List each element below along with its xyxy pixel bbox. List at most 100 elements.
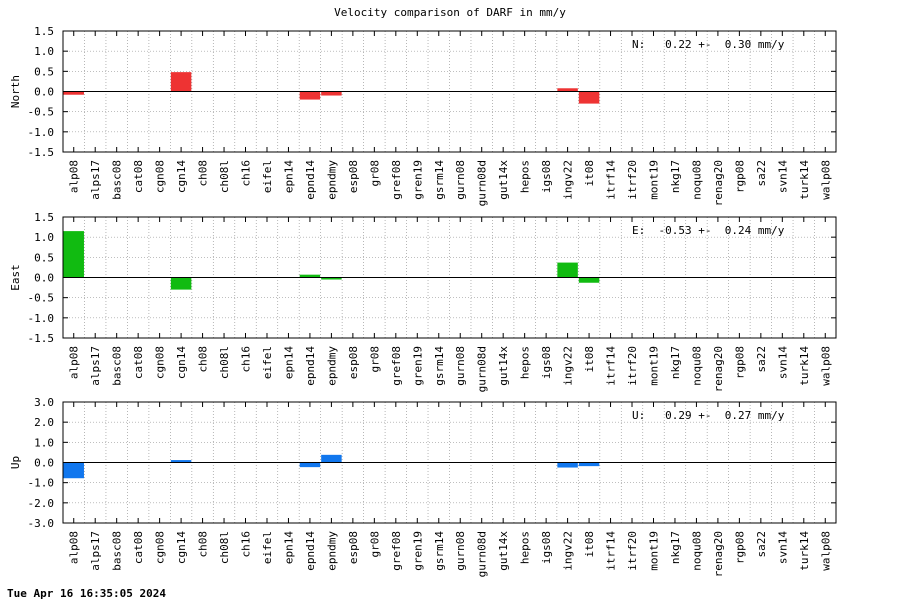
x-tick-label: basc08 xyxy=(111,531,124,571)
x-tick-label: gsrm14 xyxy=(433,531,446,571)
bar-east-epndmy xyxy=(321,277,342,280)
bar-up-ingv22 xyxy=(557,462,578,468)
timestamp: Tue Apr 16 16:35:05 2024 xyxy=(7,587,166,600)
bar-up-cgn14 xyxy=(170,460,192,463)
x-tick-label: epnd14 xyxy=(304,346,317,386)
x-tick-label: renag20 xyxy=(712,531,725,577)
x-tick-label: eifel xyxy=(261,346,274,379)
x-tick-label: gref08 xyxy=(390,160,403,200)
x-tick-label: sa22 xyxy=(755,346,768,373)
x-tick-label: ch16 xyxy=(240,346,253,373)
x-tick-label: rgp08 xyxy=(733,531,746,564)
y-tick-label: 1.5 xyxy=(34,25,54,38)
x-tick-label: cgn08 xyxy=(154,531,167,564)
x-tick-label: alps17 xyxy=(89,531,102,571)
x-tick-label: ch08 xyxy=(197,160,210,187)
x-tick-label: gurn08 xyxy=(454,160,467,200)
x-tick-label: nkg17 xyxy=(669,160,682,193)
bar-north-epndmy xyxy=(321,91,342,96)
x-tick-label: itrf20 xyxy=(626,346,639,386)
x-tick-label: gurn08d xyxy=(476,531,489,577)
y-tick-label: -0.5 xyxy=(28,292,55,305)
y-axis-label: North xyxy=(9,75,22,108)
x-tick-label: gr08 xyxy=(368,531,381,558)
x-tick-label: sa22 xyxy=(755,160,768,187)
y-tick-label: 1.0 xyxy=(34,436,54,449)
x-tick-label: cgn08 xyxy=(154,346,167,379)
bar-north-epnd14 xyxy=(299,91,321,100)
x-tick-label: ch08l xyxy=(218,346,231,379)
x-tick-label: igs08 xyxy=(540,531,553,564)
bar-north-ingv22 xyxy=(557,88,578,92)
x-tick-label: alps17 xyxy=(89,160,102,200)
x-tick-label: gurn08 xyxy=(454,531,467,571)
x-tick-label: basc08 xyxy=(111,346,124,386)
x-tick-label: gref08 xyxy=(390,531,403,571)
x-tick-label: hepos xyxy=(519,531,532,564)
x-tick-label: mont19 xyxy=(647,160,660,200)
y-tick-label: 0.5 xyxy=(34,251,54,264)
x-tick-label: ch16 xyxy=(240,160,253,187)
x-tick-label: gurn08 xyxy=(454,346,467,386)
x-tick-label: gut14x xyxy=(497,346,510,386)
plot-frame xyxy=(62,30,837,153)
x-tick-label: alp08 xyxy=(68,346,81,379)
x-tick-label: epn14 xyxy=(282,531,295,564)
x-tick-label: gren19 xyxy=(411,531,424,571)
x-tick-label: hepos xyxy=(519,346,532,379)
bar-east-ingv22 xyxy=(557,262,578,278)
x-tick-label: cgn14 xyxy=(175,160,188,193)
x-tick-label: itrf20 xyxy=(626,160,639,200)
x-tick-label: noqu08 xyxy=(690,160,703,200)
x-tick-label: itrf20 xyxy=(626,531,639,571)
y-tick-label: -2.0 xyxy=(28,497,55,510)
x-tick-label: igs08 xyxy=(540,346,553,379)
bar-up-epnd14 xyxy=(299,462,321,468)
x-tick-label: walp08 xyxy=(819,160,832,200)
x-tick-label: turk14 xyxy=(798,531,811,571)
x-tick-label: gut14x xyxy=(497,531,510,571)
x-tick-label: it08 xyxy=(583,531,596,558)
x-tick-label: gref08 xyxy=(390,346,403,386)
x-tick-label: cat08 xyxy=(132,160,145,193)
bar-up-it08 xyxy=(578,462,600,467)
x-tick-label: cat08 xyxy=(132,531,145,564)
x-tick-label: ch08l xyxy=(218,531,231,564)
x-tick-label: nkg17 xyxy=(669,346,682,379)
y-tick-label: 2.0 xyxy=(34,416,54,429)
bar-east-cgn14 xyxy=(170,277,192,290)
x-tick-label: cat08 xyxy=(132,346,145,379)
x-tick-label: alps17 xyxy=(89,346,102,386)
y-tick-label: 0.0 xyxy=(34,272,54,285)
y-axis-label: East xyxy=(9,264,22,291)
x-tick-label: epndmy xyxy=(325,160,338,200)
y-axis-label: Up xyxy=(9,456,22,469)
y-tick-label: 0.5 xyxy=(34,65,54,78)
x-tick-label: noqu08 xyxy=(690,346,703,386)
x-tick-label: ingv22 xyxy=(562,346,575,386)
x-tick-label: ch08 xyxy=(197,531,210,558)
x-tick-label: renag20 xyxy=(712,346,725,392)
x-tick-label: it08 xyxy=(583,160,596,187)
y-tick-label: 1.0 xyxy=(34,231,54,244)
x-tick-label: alp08 xyxy=(68,160,81,193)
x-tick-label: igs08 xyxy=(540,160,553,193)
x-tick-label: cgn08 xyxy=(154,160,167,193)
panel-annotation: E: -0.53 +- 0.24 mm/y xyxy=(632,224,785,237)
x-tick-label: gut14x xyxy=(497,160,510,200)
bar-up-epndmy xyxy=(321,454,342,463)
x-tick-label: gr08 xyxy=(368,160,381,187)
x-tick-label: itrf14 xyxy=(605,531,618,571)
x-tick-label: it08 xyxy=(583,346,596,373)
x-tick-label: turk14 xyxy=(798,346,811,386)
x-tick-label: svn14 xyxy=(776,531,789,564)
x-tick-label: hepos xyxy=(519,160,532,193)
x-tick-label: svn14 xyxy=(776,160,789,193)
bar-north-it08 xyxy=(578,91,600,104)
x-tick-label: esp08 xyxy=(347,346,360,379)
y-tick-label: 3.0 xyxy=(34,396,54,409)
x-tick-label: epnd14 xyxy=(304,531,317,571)
bar-north-alp08 xyxy=(63,91,84,95)
y-tick-label: -1.0 xyxy=(28,477,55,490)
